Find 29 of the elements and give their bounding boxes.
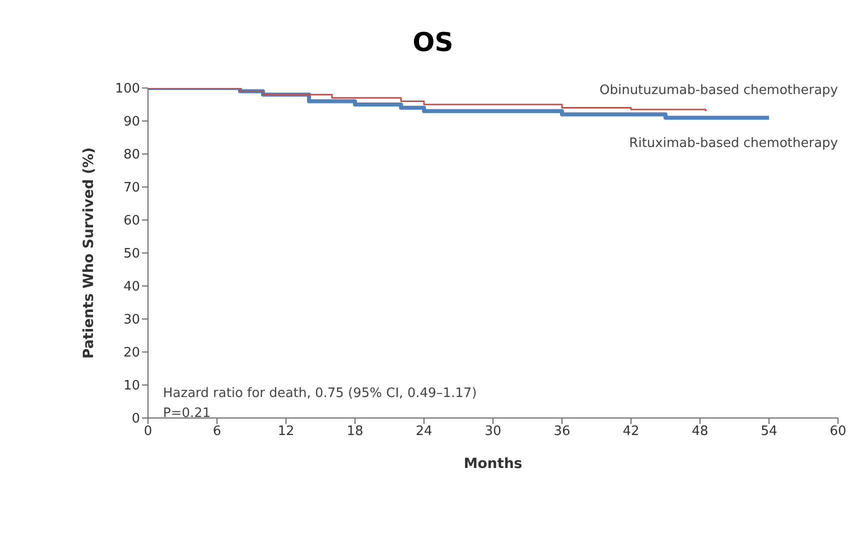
x-tick-label: 48 [692, 424, 708, 440]
y-tick-label: 100 [115, 82, 140, 97]
y-tick-label: 70 [123, 180, 140, 196]
y-tick-label: 10 [123, 378, 140, 394]
annotation: P=0.21 [163, 405, 212, 424]
x-tick-label: 42 [622, 424, 640, 440]
x-tick-label: 12 [278, 424, 294, 440]
x-tick-label: 18 [346, 424, 364, 440]
x-tick-label: 24 [416, 424, 432, 440]
y-axis-title: Patients Who Survived (%) [80, 147, 97, 359]
x-tick-label: 60 [830, 424, 846, 440]
series-label: Rituximab-based chemotherapy [629, 136, 838, 152]
series-label: Obinutuzumab-based chemotherapy [599, 82, 838, 98]
annotation: Hazard ratio for death, 0.75 (95% CI, 0.49–1.17) [163, 385, 477, 404]
y-tick-label: 60 [123, 214, 140, 229]
y-tick-label: 40 [123, 280, 140, 295]
x-tick-label: 54 [760, 424, 778, 440]
x-axis-title: Months [464, 456, 522, 472]
y-tick-label: 30 [123, 312, 140, 328]
x-tick-label: 0 [144, 424, 152, 440]
x-tick-label: 30 [484, 424, 502, 440]
y-tick-label: 90 [123, 114, 140, 130]
x-tick-label: 36 [554, 424, 570, 440]
y-tick-label: 50 [123, 246, 140, 262]
y-tick-label: 80 [123, 148, 140, 163]
x-tick-label: 6 [212, 424, 222, 440]
y-tick-label: 20 [123, 346, 140, 361]
chart-title: OS [412, 28, 454, 58]
y-tick-label: 0 [132, 412, 140, 427]
